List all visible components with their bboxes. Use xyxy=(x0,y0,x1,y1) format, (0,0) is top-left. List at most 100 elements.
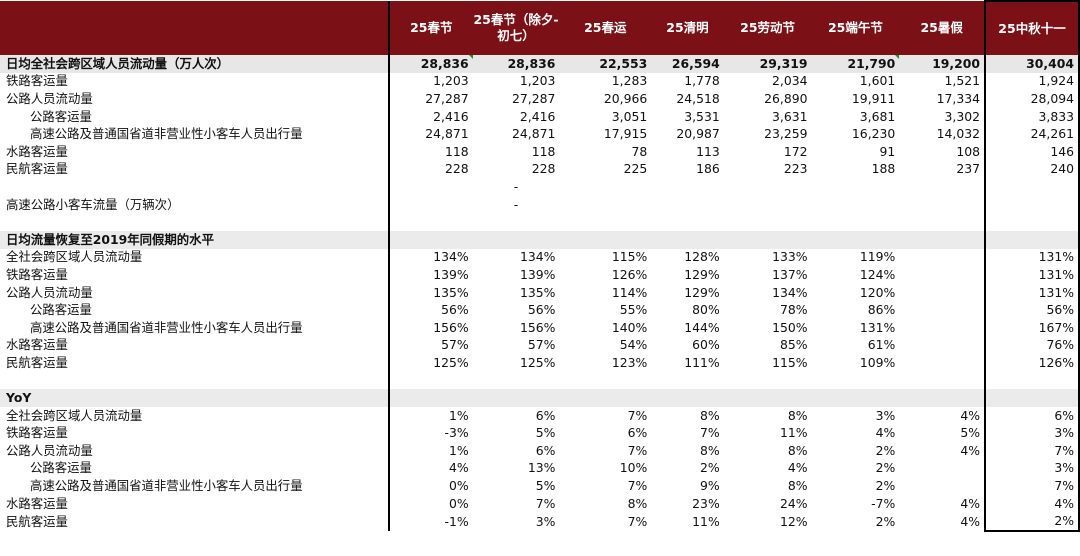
table-cell[interactable]: 10% xyxy=(619,460,648,476)
table-cell[interactable]: 109% xyxy=(859,354,896,370)
column-header[interactable]: 25端午节 xyxy=(811,1,900,55)
table-cell[interactable]: 111% xyxy=(684,354,720,370)
table-cell[interactable]: 14,032 xyxy=(936,126,981,142)
table-cell[interactable]: 21,790 xyxy=(811,55,900,73)
table-cell[interactable]: 1,924 xyxy=(984,72,1080,91)
table-cell[interactable]: 4% xyxy=(387,459,473,478)
table-cell[interactable]: 115% xyxy=(772,354,808,370)
table-cell[interactable] xyxy=(899,301,985,319)
table-cell[interactable]: 125% xyxy=(387,354,473,372)
table-cell[interactable] xyxy=(387,389,473,407)
table-cell[interactable]: 108 xyxy=(956,143,981,159)
table-cell[interactable] xyxy=(899,284,985,302)
table-cell[interactable]: 240 xyxy=(984,160,1080,179)
table-cell[interactable]: 1,283 xyxy=(611,73,648,89)
table-cell[interactable]: 167% xyxy=(984,318,1080,337)
table-cell[interactable] xyxy=(899,460,985,478)
table-cell[interactable]: 78% xyxy=(779,302,808,318)
table-cell[interactable]: 137% xyxy=(772,266,808,282)
table-cell[interactable]: 139% xyxy=(387,266,473,284)
table-cell[interactable]: 134% xyxy=(519,249,556,265)
table-cell[interactable]: 23% xyxy=(692,495,720,511)
table-cell[interactable]: 0% xyxy=(387,477,473,495)
table-cell[interactable] xyxy=(899,178,985,196)
table-cell[interactable]: 146 xyxy=(984,142,1080,161)
column-header[interactable]: 25春运 xyxy=(559,1,652,55)
table-cell[interactable]: 27,287 xyxy=(512,90,556,106)
table-cell[interactable]: 19,911 xyxy=(851,90,896,106)
table-cell[interactable]: 228 xyxy=(387,160,473,179)
table-cell[interactable]: 27,287 xyxy=(387,90,473,108)
table-cell[interactable]: 134% xyxy=(772,284,808,300)
table-cell[interactable]: 131% xyxy=(859,319,896,335)
table-cell[interactable]: 126% xyxy=(611,266,648,282)
table-cell[interactable] xyxy=(812,196,900,214)
table-cell[interactable]: 7% xyxy=(627,513,648,529)
table-cell[interactable] xyxy=(984,230,1080,249)
table-cell[interactable]: 30,404 xyxy=(984,55,1080,73)
table-cell[interactable]: -7% xyxy=(871,495,896,511)
table-cell[interactable]: 1,601 xyxy=(859,73,896,89)
table-cell[interactable] xyxy=(651,196,723,214)
table-cell[interactable]: 7% xyxy=(627,478,648,494)
table-cell[interactable]: 20,987 xyxy=(676,126,720,142)
table-cell[interactable]: 3% xyxy=(984,459,1080,478)
table-cell[interactable]: 4% xyxy=(960,495,981,511)
table-cell[interactable] xyxy=(387,230,473,249)
table-cell[interactable]: 3% xyxy=(875,407,896,423)
table-cell[interactable]: 115% xyxy=(611,249,648,265)
table-cell[interactable]: 17,915 xyxy=(603,126,648,142)
table-cell[interactable] xyxy=(984,195,1080,214)
table-cell[interactable]: 156% xyxy=(387,318,473,337)
table-cell[interactable]: 6% xyxy=(984,406,1080,425)
table-cell[interactable]: -1% xyxy=(387,512,473,532)
table-cell[interactable]: 4% xyxy=(960,407,981,423)
table-cell[interactable]: 5% xyxy=(960,425,981,441)
table-cell[interactable] xyxy=(811,389,900,407)
table-cell[interactable]: 80% xyxy=(692,302,720,318)
table-cell[interactable]: 4% xyxy=(984,494,1080,513)
table-cell[interactable] xyxy=(984,178,1080,196)
table-cell[interactable]: 1,778 xyxy=(684,73,720,89)
table-cell[interactable]: 6% xyxy=(627,425,648,441)
table-cell[interactable]: 114% xyxy=(611,284,648,300)
table-cell[interactable]: 126% xyxy=(984,354,1080,372)
table-cell[interactable]: 120% xyxy=(859,284,896,300)
table-cell[interactable]: 8% xyxy=(787,407,808,423)
table-cell[interactable]: 26,890 xyxy=(764,90,808,106)
table-cell[interactable]: 7% xyxy=(984,477,1080,495)
table-cell[interactable]: 2% xyxy=(984,512,1080,533)
table-cell[interactable]: 17,334 xyxy=(936,90,981,106)
table-cell[interactable]: -3% xyxy=(387,424,473,443)
table-cell[interactable]: 28,836 xyxy=(387,55,473,73)
table-cell[interactable]: 144% xyxy=(684,319,720,335)
column-header[interactable]: 25春节 xyxy=(387,1,473,55)
table-cell[interactable] xyxy=(472,230,560,249)
table-cell[interactable]: 12% xyxy=(779,513,808,529)
table-cell[interactable]: 4% xyxy=(960,513,981,529)
table-cell[interactable]: 7% xyxy=(627,442,648,458)
table-cell[interactable]: 134% xyxy=(387,248,473,267)
table-cell[interactable]: 150% xyxy=(772,319,808,335)
table-cell[interactable]: 24% xyxy=(779,495,808,511)
table-cell[interactable]: 28,094 xyxy=(984,90,1080,108)
table-cell[interactable]: 131% xyxy=(984,266,1080,284)
table-cell[interactable]: 2% xyxy=(875,478,896,494)
table-cell[interactable]: 8% xyxy=(787,442,808,458)
table-cell[interactable]: 1,203 xyxy=(519,73,556,89)
table-cell[interactable]: 124% xyxy=(859,266,896,282)
table-cell[interactable]: 3% xyxy=(535,513,556,529)
table-cell[interactable]: 91 xyxy=(879,143,896,159)
table-cell[interactable]: 26,594 xyxy=(651,55,724,73)
table-cell[interactable]: 3,051 xyxy=(611,108,648,124)
table-cell[interactable]: 3,681 xyxy=(859,108,896,124)
table-cell[interactable]: 7% xyxy=(627,407,648,423)
table-cell[interactable]: 86% xyxy=(867,302,896,318)
table-cell[interactable]: 128% xyxy=(684,249,720,265)
table-cell[interactable] xyxy=(651,389,724,407)
table-cell[interactable] xyxy=(899,249,985,267)
table-cell[interactable]: 6% xyxy=(535,407,556,423)
table-cell[interactable]: 135% xyxy=(519,284,556,300)
table-cell[interactable]: 2,416 xyxy=(519,108,556,124)
table-cell[interactable] xyxy=(559,178,651,196)
